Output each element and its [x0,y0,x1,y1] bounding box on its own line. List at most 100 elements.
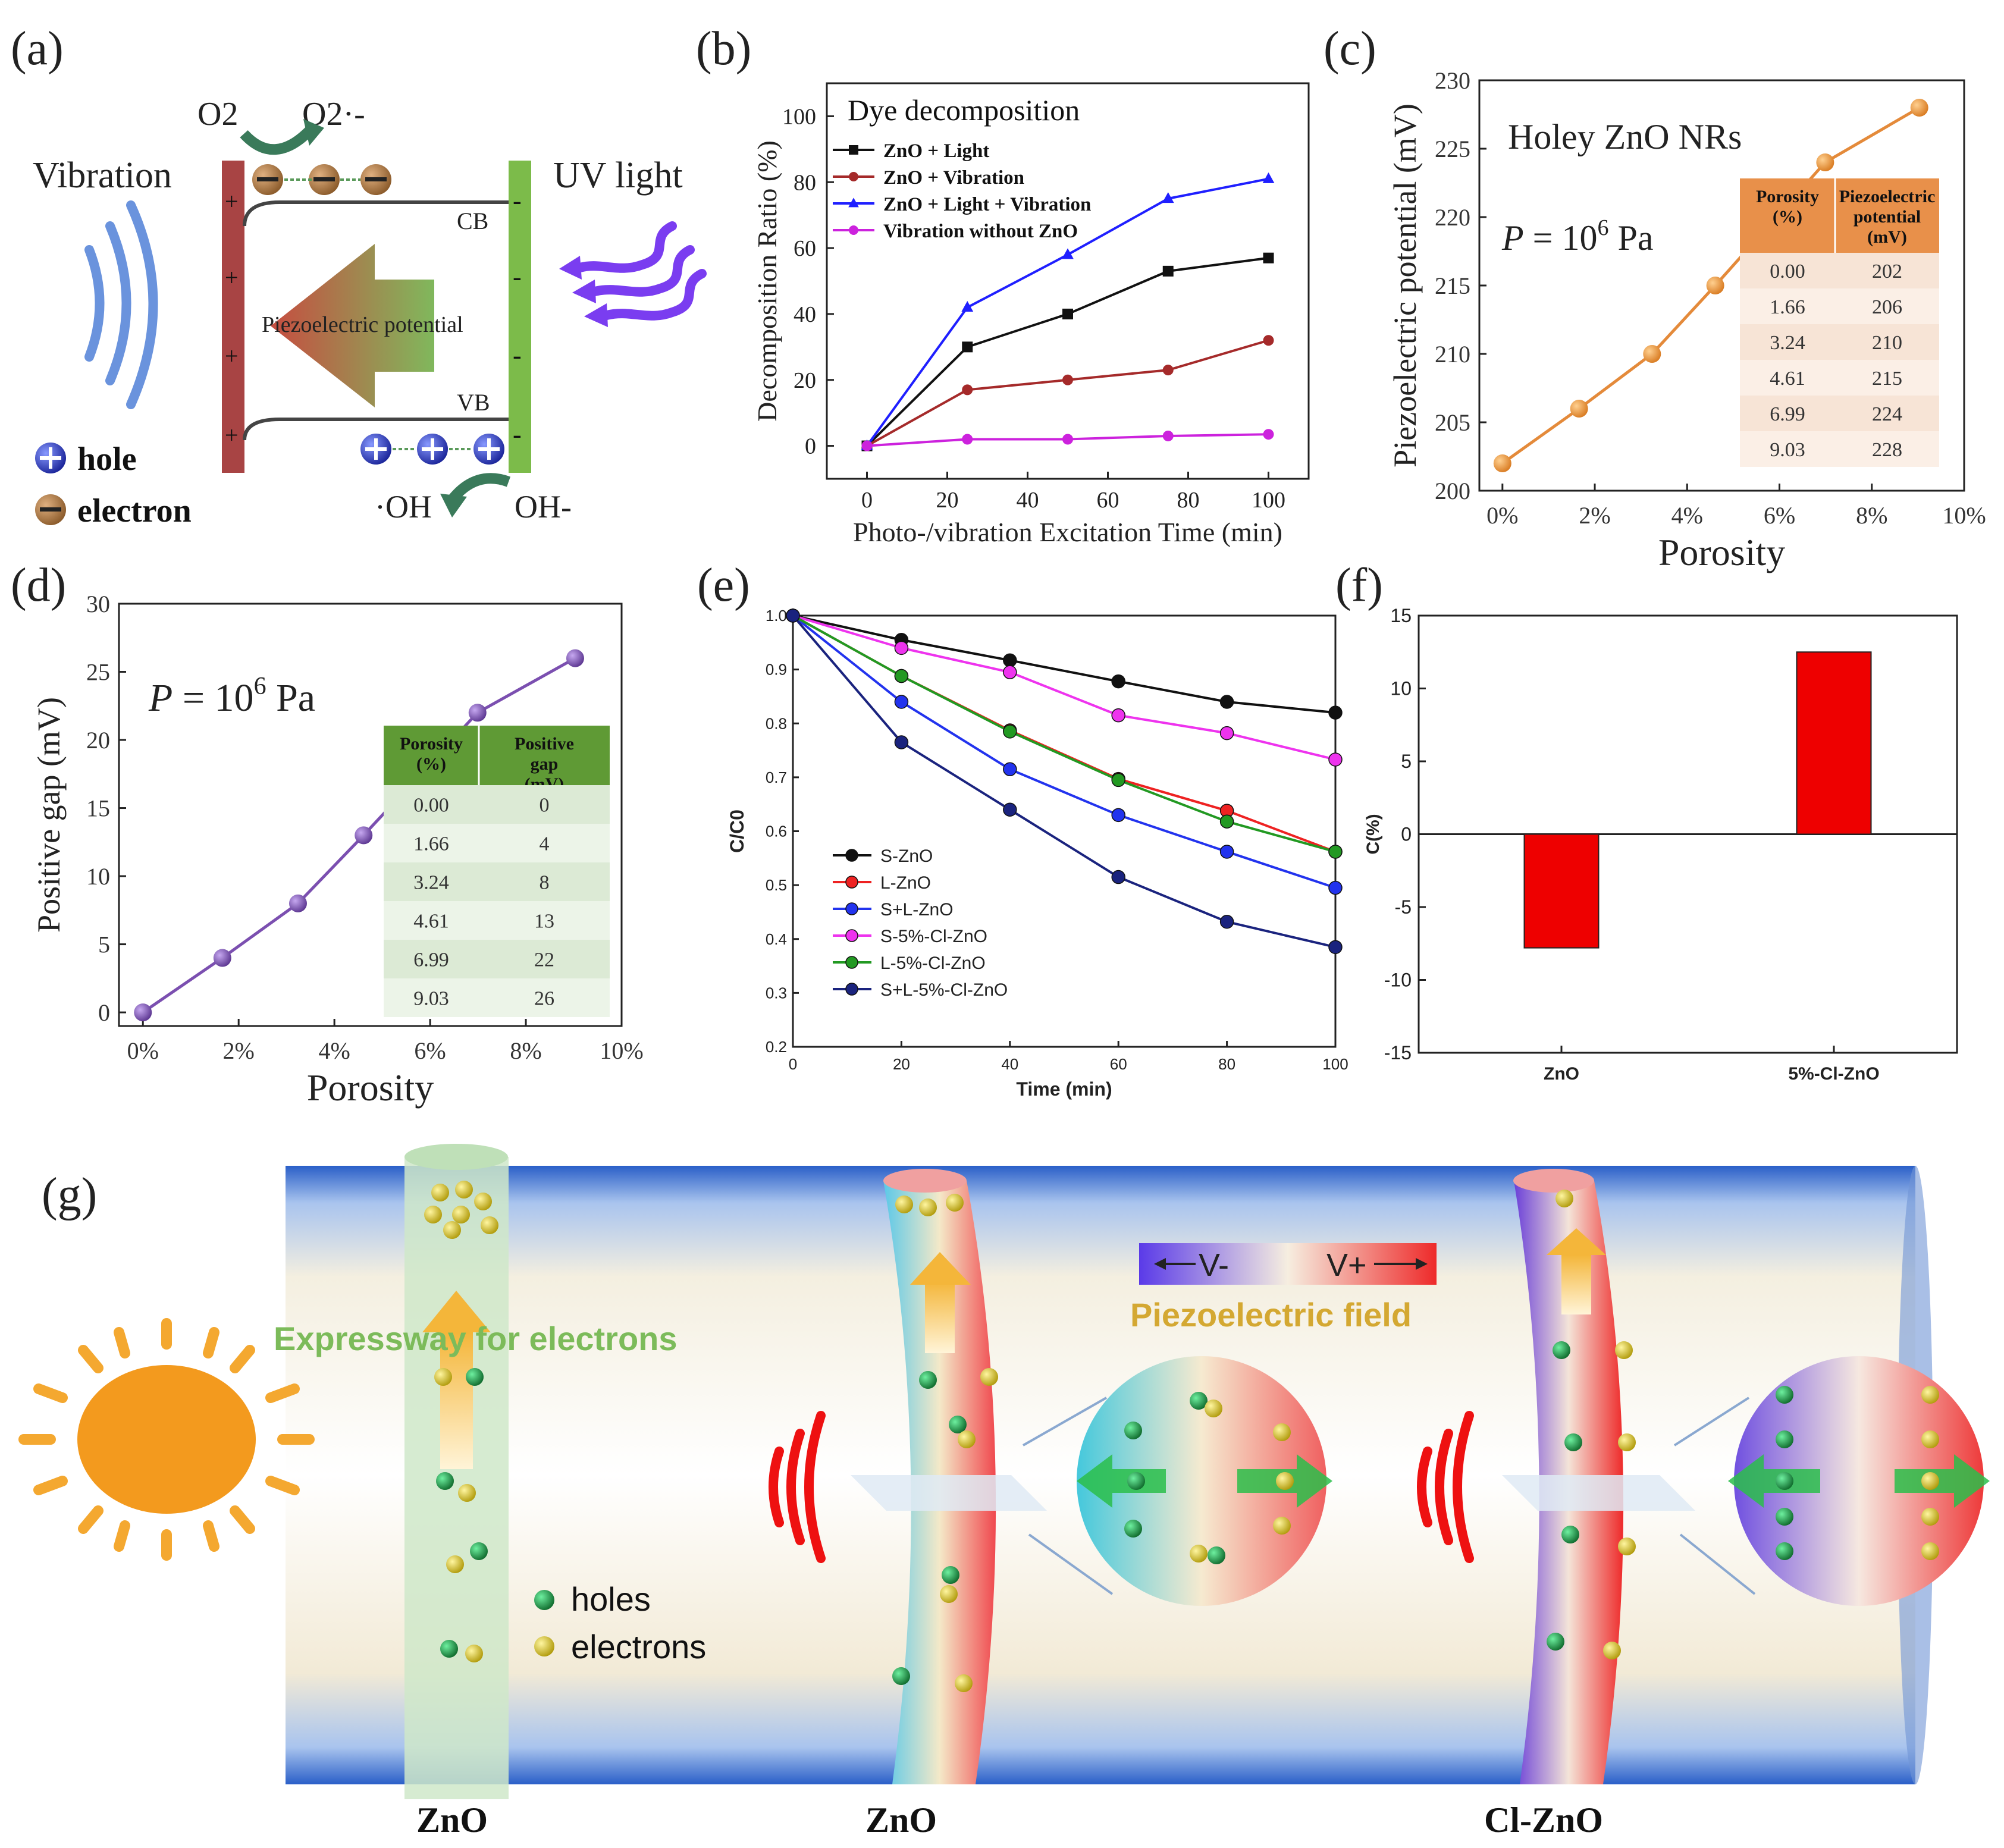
series-line-d [142,657,576,1014]
table-header-c: Porosity (%) [1756,187,1819,227]
panel-label-d: (d) [11,559,66,611]
panel-g: (g) [18,1144,1990,1840]
series-line-c [1501,106,1920,465]
x-tick-label-d: 8% [510,1037,541,1064]
expressway-label: Expressway for electrons [274,1320,678,1357]
x-tick-label-b: 60 [1097,488,1119,513]
x-tick-label-e: 40 [1001,1055,1018,1073]
data-point-e [1328,940,1343,955]
y-tick-label-d: 30 [86,591,110,617]
series-line-e [792,614,1336,853]
legend-label-e: L-ZnO [880,873,931,893]
table-cell-d: 0 [540,795,550,817]
data-point-d [288,894,307,912]
table-header-d: Porosity (%) [400,734,463,774]
y-tick-label-c: 215 [1435,272,1470,299]
table-cell-d: 6.99 [413,949,449,971]
y-tick-label-d: 5 [98,931,110,958]
table-row-bg-d [384,901,610,940]
data-point-b [1062,248,1074,259]
panel-label-f: (f) [1335,559,1383,611]
data-point-b [1263,429,1274,440]
data-point-b [962,341,973,353]
table-cell-c: 0.00 [1770,261,1805,283]
x-tick-label-c: 10% [1942,502,1986,529]
rod-label-1: ZnO [416,1800,488,1840]
annotation-c: P = 106 Pa [1501,215,1654,258]
table-cell-d: 4.61 [413,911,449,933]
y-axis-title-f: C(%) [1363,814,1383,854]
data-point-e [894,641,909,655]
x-tick-label-c: 0% [1486,502,1518,529]
series-line-e [792,614,1336,889]
vibration-waves-icon-2 [769,1411,826,1563]
x-tick-label-c: 6% [1764,502,1795,529]
data-point-e [1111,773,1125,787]
legend-label-e: S+L-ZnO [880,900,954,920]
vibration-label: Vibration [33,155,172,196]
svg-text:-: - [513,420,522,449]
y-tick-label-e: 0.2 [766,1038,787,1056]
table-cell-c: 215 [1872,368,1902,390]
table-header-bg-d [384,726,610,785]
panel-a: (a) Vibration O2 O2·- + + + + - - - - [11,23,707,529]
v-plus-label: V+ [1326,1247,1367,1283]
legend-marker-b [848,197,859,208]
table-row-bg-d [384,940,610,978]
cb-band [243,200,509,227]
cb-label: CB [457,208,488,234]
x-tick-label-b: 0 [861,488,873,513]
x-axis-title-b: Photo-/vibration Excitation Time (min) [853,517,1282,547]
annotation-d: P = 106 Pa [148,673,315,720]
data-point-c [1910,99,1928,117]
table-cell-c: 228 [1872,439,1902,461]
legend-label-b: ZnO + Vibration [883,167,1024,189]
x-tick-label-b: 20 [936,488,959,513]
bar-f [1523,833,1600,949]
legend-marker-b [849,172,858,181]
piezoelectric-potential-arrow: Piezoelectric potential [262,244,463,407]
data-point-d [355,826,373,845]
y-tick-label-f: -10 [1384,970,1412,991]
x-tick-label-d: 10% [600,1037,643,1064]
data-point-b [1062,434,1073,445]
data-point-e [786,608,800,623]
legend-label-b: ZnO + Light + Vibration [883,194,1091,215]
table-cell-d: 8 [540,872,550,894]
piezo-field-label: Piezoelectric field [1130,1296,1412,1334]
table-row-bg-c [1740,324,1939,360]
table-row-bg-d [384,824,610,862]
panel-e: (e) 0 20 40 60 80 100 0.2 0.3 0.4 0.5 0.6 0.7 0.8 0.9… [697,559,1348,1100]
piezo-label: Piezoelectric potential [262,312,463,337]
series-line-e [792,614,1336,761]
vb-label: VB [457,389,490,416]
data-point-e [894,669,909,683]
table-cell-d: 22 [534,949,554,971]
data-point-b [1162,265,1174,277]
uv-waves-icon [575,221,707,321]
legend-marker-b [849,145,858,155]
chart-c: 0% 2% 4% 6% 8% 10% 200 205 210 215 220 225 230 Porosi… [1387,67,1986,573]
data-point-e [1219,814,1234,829]
chart-d: 0% 2% 4% 6% 8% 10% 0 5 10 15 20 25 30 Porosity Positiv… [31,591,644,1109]
data-point-b [861,440,873,451]
data-point-e [1003,653,1017,667]
legend-marker-e [845,876,858,889]
legend-marker-e [845,983,858,996]
svg-text:+: + [225,343,239,369]
data-point-e [1219,845,1234,859]
table-row-bg-c [1740,288,1939,324]
table-row-bg-d [384,978,610,1017]
table-cell-d: 26 [534,988,554,1010]
y-tick-label-e: 0.7 [766,768,787,786]
x-tick-label-b: 40 [1017,488,1039,513]
data-point-b [962,384,973,396]
series-line-b [866,339,1269,447]
y-tick-label-e: 0.9 [766,661,787,679]
y-tick-label-b: 20 [794,368,816,393]
series-line-e [792,614,1336,714]
y-tick-label-c: 210 [1435,341,1470,368]
data-point-b [1062,308,1073,319]
series-line-e [792,614,1336,853]
